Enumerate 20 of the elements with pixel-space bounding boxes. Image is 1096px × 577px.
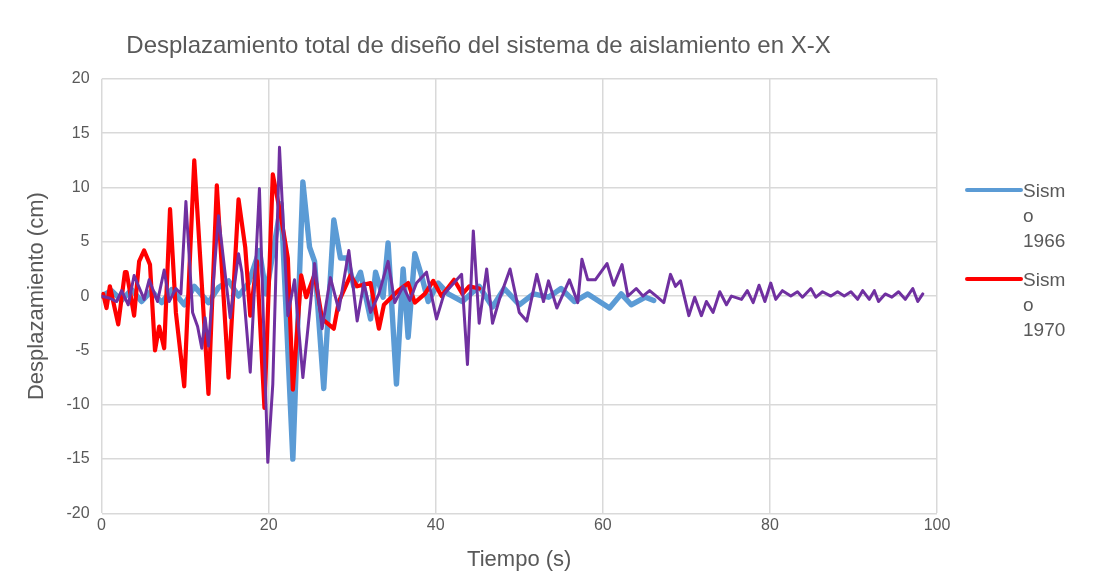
x-tick-label: 100: [923, 516, 951, 534]
y-tick-label: 20: [71, 69, 90, 87]
y-tick-label: -20: [66, 503, 90, 521]
x-tick-label: 60: [593, 516, 612, 534]
y-tick-label: 10: [71, 177, 90, 195]
y-tick-label: -10: [66, 395, 90, 413]
legend-label: Sismo 1970: [1023, 268, 1067, 342]
y-tick-label: 5: [80, 232, 90, 250]
x-tick-label: 80: [761, 516, 779, 534]
x-axis-title: Tiempo (s): [467, 545, 572, 571]
y-tick-label: -5: [75, 340, 90, 358]
x-tick-label: 0: [97, 516, 107, 534]
x-tick-label: 40: [426, 516, 445, 534]
y-tick-label: 15: [71, 123, 90, 141]
y-tick-label: 0: [80, 286, 90, 304]
x-tick-label: 20: [259, 516, 278, 534]
y-axis-title: Desplazamiento (cm): [23, 192, 49, 401]
y-tick-label: -15: [66, 449, 90, 467]
chart-title: Desplazamiento total de diseño del sistema de aislamiento en X-X: [126, 31, 831, 59]
legend-label: Sismo 1966: [1023, 179, 1067, 253]
